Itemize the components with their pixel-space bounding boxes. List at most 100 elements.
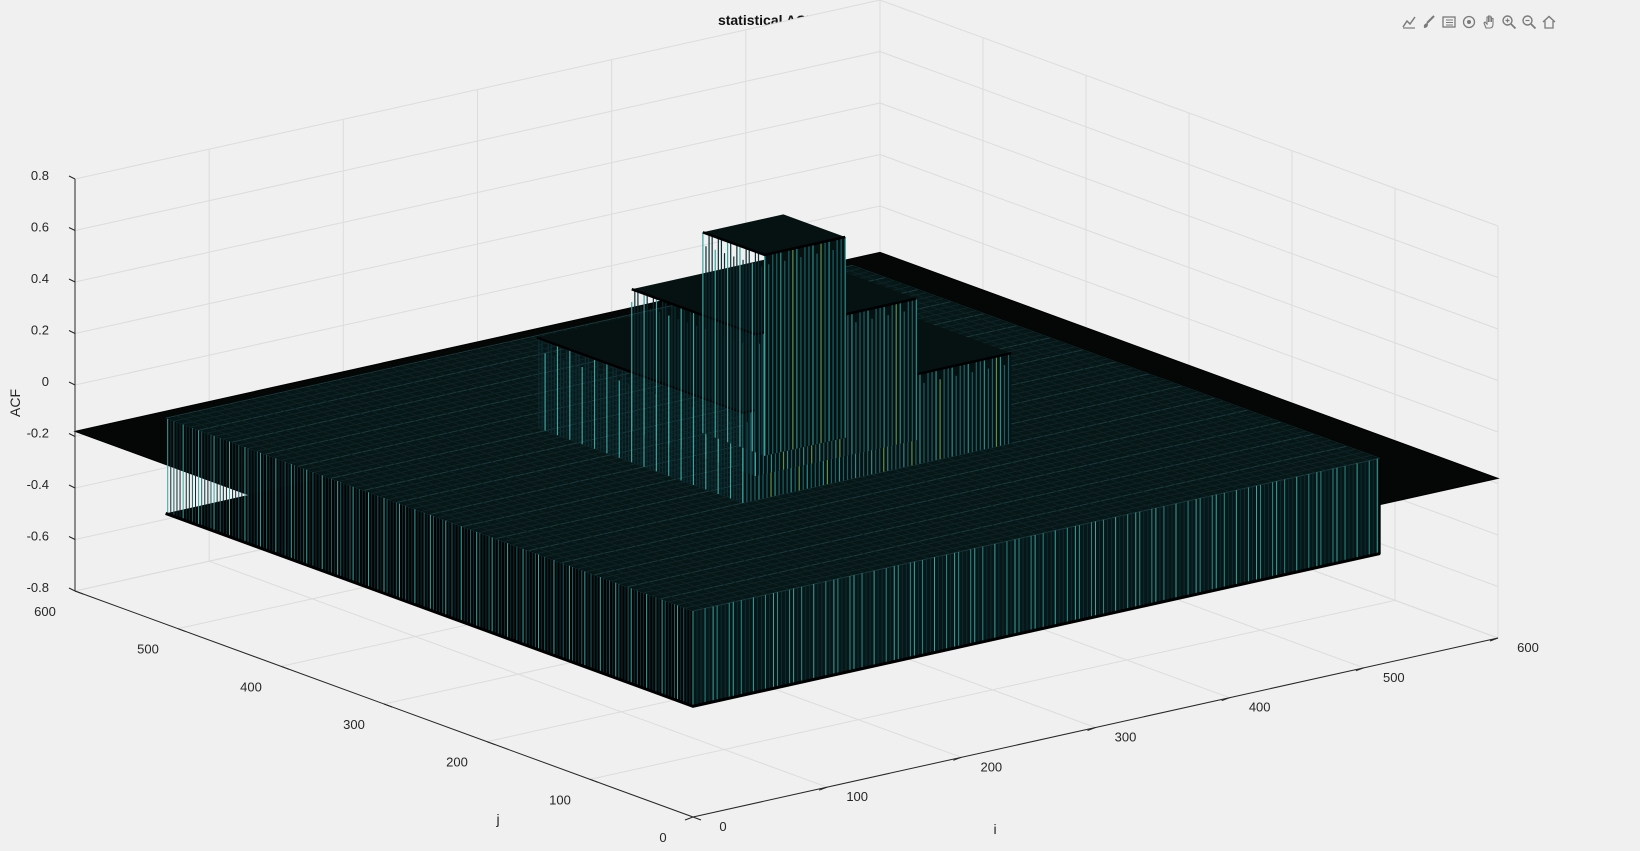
pan-hand-icon[interactable] bbox=[1480, 12, 1498, 32]
y-tick-mark bbox=[383, 703, 393, 708]
z-tick-label: 0.8 bbox=[31, 168, 49, 183]
zoom-in-icon[interactable] bbox=[1500, 12, 1518, 32]
x-tick-mark bbox=[818, 786, 828, 791]
z-tick-mark bbox=[68, 587, 76, 592]
plateau-mesh-line bbox=[305, 386, 833, 581]
z-tick-label: -0.4 bbox=[27, 477, 49, 492]
y-tick-mark bbox=[177, 628, 187, 633]
z-tick-label: -0.6 bbox=[27, 529, 49, 544]
axes-toolbar bbox=[1400, 11, 1558, 33]
wall-grid-line-z bbox=[879, 154, 1499, 381]
x-tick-label: 400 bbox=[1249, 700, 1271, 715]
plateau-mesh-line bbox=[455, 353, 983, 548]
y-tick-mark bbox=[486, 741, 496, 746]
x-tick-mark bbox=[1355, 667, 1365, 672]
legend-icon[interactable] bbox=[1440, 12, 1458, 32]
z-axis-label: ACF bbox=[7, 389, 23, 417]
plateau-mesh-line bbox=[476, 348, 1005, 543]
y-tick-label: 300 bbox=[343, 717, 365, 732]
plateau-mesh-line bbox=[412, 362, 941, 557]
y-tick-label: 0 bbox=[659, 830, 666, 845]
plateau-mesh-line bbox=[208, 408, 737, 602]
plateau-mesh-line bbox=[176, 415, 704, 610]
plateau-rim bbox=[165, 512, 1381, 708]
plateau-mesh-line bbox=[347, 377, 876, 571]
wall-grid-line-z bbox=[74, 102, 881, 283]
y-tick-label: 100 bbox=[549, 792, 571, 807]
y-tick-mark bbox=[74, 590, 84, 595]
plateau-mesh-line bbox=[251, 398, 780, 593]
y-tick-mark bbox=[589, 778, 599, 783]
x-tick-mark bbox=[1489, 637, 1499, 642]
z-tick-mark bbox=[68, 227, 76, 231]
x-tick-mark bbox=[1221, 697, 1230, 702]
plateau-mesh-line bbox=[433, 358, 962, 552]
data-tips-icon[interactable] bbox=[1400, 12, 1418, 32]
wall-grid-line-z bbox=[74, 0, 881, 180]
wall-grid-line-z bbox=[74, 51, 881, 231]
wall-grid-line-z bbox=[879, 51, 1499, 278]
rotate-3d-icon[interactable] bbox=[1460, 12, 1478, 32]
brush-icon[interactable] bbox=[1420, 12, 1438, 32]
x-tick-mark bbox=[684, 816, 694, 821]
x-tick-label: 100 bbox=[846, 789, 868, 804]
y-tick-mark bbox=[692, 816, 702, 821]
plateau-mesh-line bbox=[219, 405, 747, 600]
x-tick-mark bbox=[1087, 727, 1096, 731]
wall-grid-line-z bbox=[879, 0, 1499, 227]
plateau-mesh-line bbox=[229, 403, 758, 598]
acf-surface bbox=[73, 214, 1500, 708]
plateau-mesh-line bbox=[262, 396, 790, 590]
y-tick-label: 400 bbox=[240, 679, 262, 694]
plateau-mesh-line bbox=[852, 264, 1381, 459]
plateau-mesh-line bbox=[294, 389, 822, 583]
plateau-mesh-line bbox=[369, 372, 898, 567]
wall-grid-line-z bbox=[879, 102, 1499, 330]
x-axis-label: i bbox=[993, 821, 996, 837]
peak-level-3 bbox=[702, 214, 846, 456]
plateau-mesh-line bbox=[240, 400, 769, 595]
plateau-mesh-line bbox=[197, 410, 726, 605]
z-tick-label: -0.8 bbox=[27, 580, 49, 595]
x-tick-label: 0 bbox=[719, 819, 726, 834]
z-tick-mark bbox=[68, 330, 76, 334]
peak-body bbox=[702, 214, 846, 456]
plateau-mesh-line bbox=[165, 417, 694, 612]
z-tick-mark bbox=[68, 484, 76, 489]
z-tick-label: 0.6 bbox=[31, 220, 49, 235]
y-axis-label: j bbox=[495, 811, 499, 827]
peak-rim bbox=[702, 231, 846, 257]
x-tick-label: 600 bbox=[1517, 640, 1539, 655]
z-tick-label: 0.4 bbox=[31, 271, 49, 286]
z-tick-mark bbox=[68, 536, 76, 540]
plateau-mesh-line bbox=[337, 379, 865, 574]
plateau-mesh-line bbox=[283, 391, 812, 586]
y-tick-label: 600 bbox=[34, 604, 56, 619]
plateau-front-spikes bbox=[167, 418, 1378, 707]
plateau-mesh-line bbox=[830, 269, 1359, 464]
axes-lines bbox=[68, 175, 1499, 821]
x-tick-mark bbox=[953, 756, 962, 761]
tick-labels: 0 100 200 300 400 500 600 0 100 200 300 400 500 600 -0… bbox=[27, 168, 1539, 845]
plateau-mesh-line bbox=[841, 267, 1370, 462]
z-tick-mark bbox=[68, 381, 76, 386]
z-tick-label: -0.2 bbox=[27, 426, 49, 441]
floor-grid-line-j bbox=[589, 599, 1396, 780]
y-tick-mark bbox=[280, 665, 290, 670]
zoom-out-icon[interactable] bbox=[1520, 12, 1538, 32]
z-tick-label: 0 bbox=[42, 374, 49, 389]
plateau-mesh-line bbox=[315, 384, 844, 579]
x-tick-label: 200 bbox=[980, 759, 1002, 774]
plateau-mesh-line bbox=[326, 381, 855, 576]
wall-grid-line-z bbox=[74, 154, 881, 334]
y-tick-label: 200 bbox=[446, 755, 468, 770]
home-icon[interactable] bbox=[1540, 12, 1558, 32]
z-tick-mark bbox=[68, 433, 76, 437]
wall-grid-line-z bbox=[879, 205, 1499, 433]
plateau-mesh-line bbox=[186, 412, 715, 607]
plateau-mesh-line bbox=[272, 393, 801, 588]
x-tick-label: 300 bbox=[1115, 730, 1137, 745]
y-tick-label: 500 bbox=[137, 642, 159, 657]
plateau-mesh-line bbox=[390, 367, 919, 562]
